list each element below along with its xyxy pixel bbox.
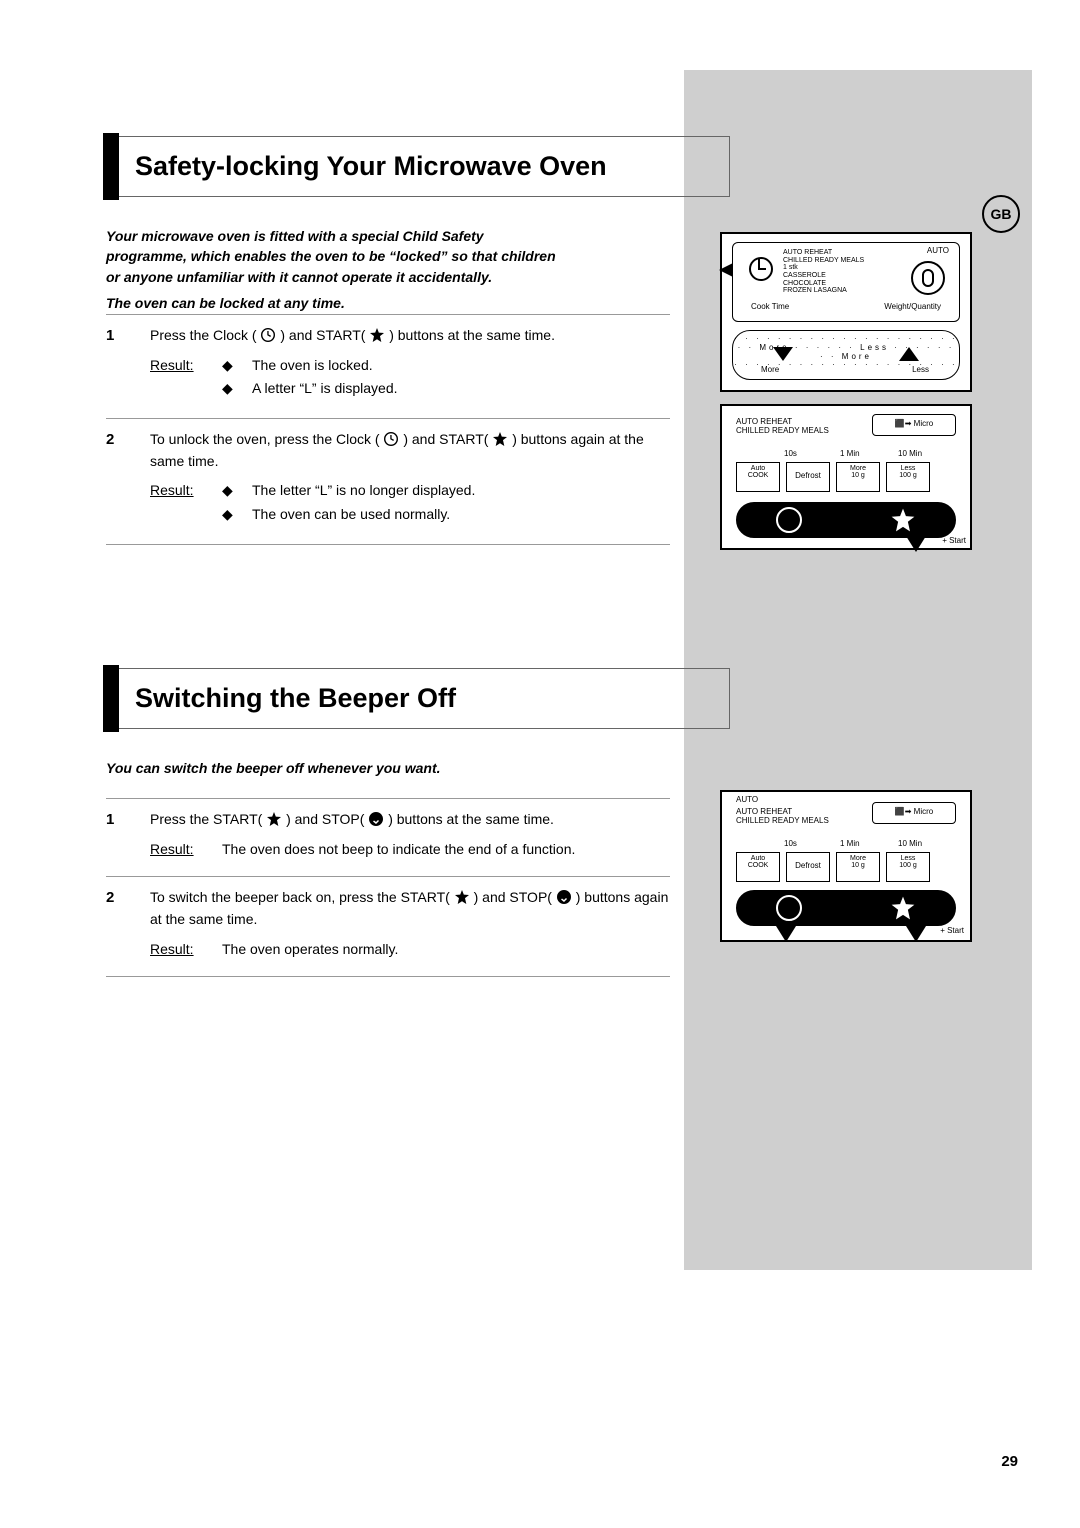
- bullet-text: The letter “L” is no longer displayed.: [252, 480, 475, 502]
- result-bullets: ◆The letter “L” is no longer displayed. …: [222, 480, 670, 527]
- diagram-panel-section2: AUTO AUTO REHEATCHILLED READY MEALS ⬛➡ M…: [720, 790, 972, 942]
- step-body: Press the Clock ( ) and START( ) buttons…: [150, 325, 670, 402]
- page-number: 29: [1001, 1453, 1018, 1470]
- result-label: Result:: [150, 839, 222, 861]
- step-body: Press the START( ) and STOP( ) buttons a…: [150, 809, 670, 860]
- language-badge: GB: [982, 195, 1020, 233]
- result-line: Result: The oven does not beep to indica…: [150, 839, 670, 861]
- diagram-bottom-panel-1: AUTO REHEATCHILLED READY MEALS ⬛➡ Micro …: [720, 404, 972, 550]
- instr-text: To unlock the oven, press the Clock (: [150, 431, 383, 447]
- bullet-glyph: ◆: [222, 355, 252, 377]
- result-bullets: ◆The oven is locked. ◆A letter “L” is di…: [222, 355, 670, 402]
- instr-text: Press the START(: [150, 811, 266, 827]
- bullet-text: The oven is locked.: [252, 355, 373, 377]
- result-line: Result: ◆The letter “L” is no longer dis…: [150, 480, 670, 527]
- step-number: 2: [106, 429, 150, 528]
- bullet-glyph: ◆: [222, 480, 252, 502]
- bullet-glyph: ◆: [222, 504, 252, 526]
- intro-line: You can switch the beeper off whenever y…: [106, 758, 626, 778]
- instr-text: ) and STOP(: [474, 889, 556, 905]
- clock-icon: [260, 327, 276, 343]
- intro-line: Your microwave oven is fitted with a spe…: [106, 226, 626, 246]
- step-body: To unlock the oven, press the Clock ( ) …: [150, 429, 670, 528]
- instr-text: ) and START(: [280, 327, 369, 343]
- instr-text: ) and STOP(: [286, 811, 368, 827]
- step-row: 2 To switch the beeper back on, press th…: [106, 876, 670, 977]
- start-icon: [266, 811, 282, 827]
- step-instruction: Press the START( ) and STOP( ) buttons a…: [150, 809, 670, 831]
- result-label: Result:: [150, 480, 222, 527]
- result-label: Result:: [150, 939, 222, 961]
- start-icon: [454, 889, 470, 905]
- clock-icon: [383, 431, 399, 447]
- step-row: 1 Press the Clock ( ) and START( ) butto…: [106, 314, 670, 418]
- step-number: 1: [106, 325, 150, 402]
- step-number: 2: [106, 887, 150, 960]
- step-number: 1: [106, 809, 150, 860]
- intro-line: programme, which enables the oven to be …: [106, 246, 626, 266]
- instr-text: To switch the beeper back on, press the …: [150, 889, 454, 905]
- title-stripe: [103, 133, 119, 200]
- section1-title-bar: Safety-locking Your Microwave Oven: [106, 136, 730, 197]
- result-line: Result: The oven operates normally.: [150, 939, 670, 961]
- section2-title-bar: Switching the Beeper Off: [106, 668, 730, 729]
- section2-title: Switching the Beeper Off: [135, 683, 711, 714]
- language-badge-text: GB: [991, 206, 1012, 222]
- step-row: 1 Press the START( ) and STOP( ) buttons…: [106, 798, 670, 876]
- result-line: Result: ◆The oven is locked. ◆A letter “…: [150, 355, 670, 402]
- stop-icon: [368, 811, 384, 827]
- section1-steps: 1 Press the Clock ( ) and START( ) butto…: [106, 314, 670, 545]
- section2-steps: 1 Press the START( ) and STOP( ) buttons…: [106, 798, 670, 977]
- step-instruction: To switch the beeper back on, press the …: [150, 887, 670, 930]
- result-text: The oven does not beep to indicate the e…: [222, 839, 575, 861]
- bullet-text: The oven can be used normally.: [252, 504, 450, 526]
- result-label: Result:: [150, 355, 222, 402]
- result-text: The oven operates normally.: [222, 939, 398, 961]
- step-body: To switch the beeper back on, press the …: [150, 887, 670, 960]
- instr-text: ) buttons at the same time.: [389, 327, 555, 343]
- section1-title: Safety-locking Your Microwave Oven: [135, 151, 711, 182]
- intro-line: or anyone unfamiliar with it cannot oper…: [106, 267, 626, 287]
- section2-intro: You can switch the beeper off whenever y…: [106, 758, 626, 778]
- step-row: 2 To unlock the oven, press the Clock ( …: [106, 418, 670, 545]
- instr-text: Press the Clock (: [150, 327, 260, 343]
- diagram-top-panel: AUTO REHEATCHILLED READY MEALS1 stkCASSE…: [720, 232, 972, 392]
- stop-icon: [556, 889, 572, 905]
- section1-intro: Your microwave oven is fitted with a spe…: [106, 226, 626, 313]
- bullet-text: A letter “L” is displayed.: [252, 378, 398, 400]
- instr-text: ) buttons at the same time.: [388, 811, 554, 827]
- step-instruction: To unlock the oven, press the Clock ( ) …: [150, 429, 670, 472]
- step-instruction: Press the Clock ( ) and START( ) buttons…: [150, 325, 670, 347]
- start-icon: [492, 431, 508, 447]
- instr-text: ) and START(: [403, 431, 492, 447]
- bullet-glyph: ◆: [222, 378, 252, 400]
- title-stripe: [103, 665, 119, 732]
- intro-line: The oven can be locked at any time.: [106, 293, 626, 313]
- start-icon: [369, 327, 385, 343]
